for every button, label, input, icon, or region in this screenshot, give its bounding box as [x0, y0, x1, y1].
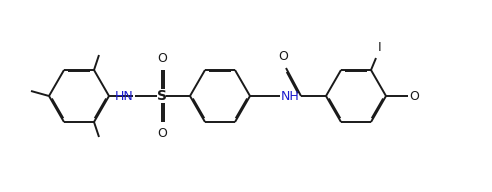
- Text: NH: NH: [281, 89, 300, 103]
- Text: I: I: [378, 41, 382, 54]
- Text: O: O: [278, 50, 288, 63]
- Text: O: O: [409, 89, 419, 103]
- Text: S: S: [157, 89, 167, 103]
- Text: O: O: [157, 127, 167, 140]
- Text: HN: HN: [115, 89, 134, 103]
- Text: O: O: [157, 52, 167, 65]
